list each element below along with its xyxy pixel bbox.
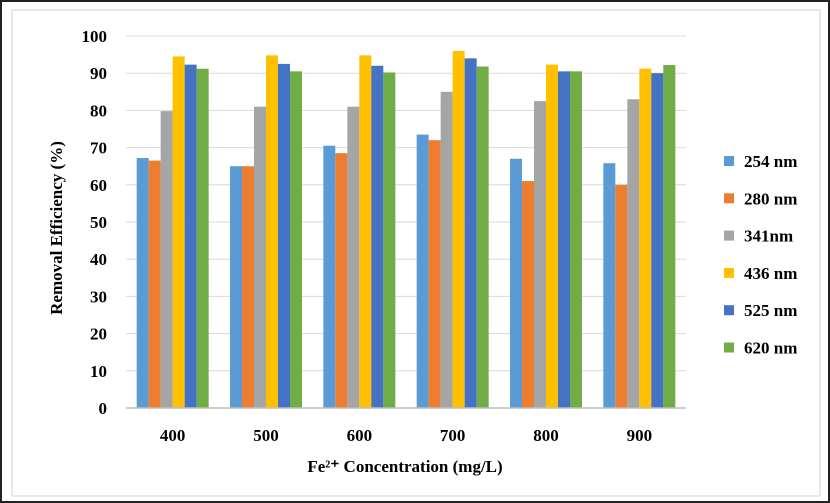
bar-600-280nm: [335, 153, 348, 408]
bar-800-525nm: [558, 71, 570, 408]
x-tick-label: 800: [533, 426, 559, 445]
bar-600-436nm: [359, 55, 372, 409]
bar-800-254nm: [510, 158, 522, 408]
bar-900-620nm: [663, 65, 676, 409]
legend-label: 436 nm: [744, 264, 797, 283]
legend-label: 620 nm: [744, 339, 797, 358]
bar-700-341nm: [440, 91, 453, 409]
bar-series: [136, 50, 676, 409]
legend-label: 280 nm: [744, 189, 797, 208]
bar-500-436nm: [266, 55, 278, 409]
y-tick-label: 40: [90, 250, 107, 269]
bar-500-341nm: [254, 106, 266, 409]
y-tick-label: 60: [90, 176, 107, 195]
y-tick-label: 70: [90, 139, 107, 158]
y-tick-label: 10: [90, 362, 107, 381]
legend-swatch: [724, 305, 734, 316]
bar-500-254nm: [230, 166, 242, 408]
bar-600-620nm: [383, 72, 396, 409]
bar-500-620nm: [290, 71, 302, 408]
y-tick-label: 0: [99, 399, 108, 418]
legend: 254 nm 280 nm 341nm 436 nm 525 nm 620 nm: [724, 152, 797, 358]
bar-900-341nm: [627, 99, 640, 409]
y-tick-label: 100: [82, 27, 108, 46]
x-tick-label: 600: [347, 426, 373, 445]
bar-700-254nm: [416, 134, 429, 408]
x-axis-ticks: 400 500 600 700 800 900: [160, 426, 652, 445]
bar-800-280nm: [522, 181, 534, 408]
y-axis-ticks: 0 10 20 30 40 50 60 70 80 90 100: [82, 27, 108, 418]
bar-800-341nm: [534, 101, 546, 408]
y-tick-label: 80: [90, 101, 107, 120]
bar-900-280nm: [615, 184, 628, 408]
legend-swatch: [724, 193, 734, 204]
legend-label: 525 nm: [744, 301, 797, 320]
bar-600-254nm: [323, 145, 336, 409]
plot-area-border: [11, 9, 821, 497]
bar-700-436nm: [452, 50, 465, 408]
y-tick-label: 90: [90, 64, 107, 83]
gridlines: [126, 35, 686, 372]
bar-400-436nm: [172, 56, 185, 409]
x-axis-title: Fe²⁺ Concentration (mg/L): [307, 457, 502, 476]
bar-400-254nm: [136, 158, 149, 408]
legend-swatch: [724, 230, 734, 241]
x-tick-label: 700: [440, 426, 466, 445]
bar-900-436nm: [639, 68, 652, 409]
bar-400-341nm: [160, 111, 173, 409]
legend-swatch: [724, 267, 734, 278]
bar-400-280nm: [148, 160, 161, 408]
bar-400-525nm: [184, 64, 197, 409]
bar-700-525nm: [464, 58, 477, 408]
bar-800-620nm: [570, 71, 582, 408]
bar-900-525nm: [651, 73, 664, 408]
y-tick-label: 30: [90, 287, 107, 306]
bar-700-280nm: [428, 140, 441, 408]
legend-swatch: [724, 342, 734, 353]
bar-800-436nm: [546, 64, 558, 409]
x-tick-label: 400: [160, 426, 186, 445]
x-tick-label: 500: [253, 426, 279, 445]
legend-label: 254 nm: [744, 152, 797, 171]
y-axis-title: Removal Efficiency (%): [47, 141, 66, 315]
bar-500-525nm: [278, 63, 290, 409]
x-tick-label: 900: [627, 426, 653, 445]
bar-400-620nm: [196, 68, 209, 409]
bar-600-525nm: [371, 65, 384, 408]
bar-600-341nm: [347, 106, 360, 409]
bar-500-280nm: [242, 166, 254, 408]
y-tick-label: 20: [90, 325, 107, 344]
y-tick-label: 50: [90, 213, 107, 232]
legend-label: 341nm: [744, 227, 793, 246]
bar-700-620nm: [476, 66, 489, 408]
legend-swatch: [724, 156, 734, 166]
bar-900-254nm: [603, 163, 616, 408]
